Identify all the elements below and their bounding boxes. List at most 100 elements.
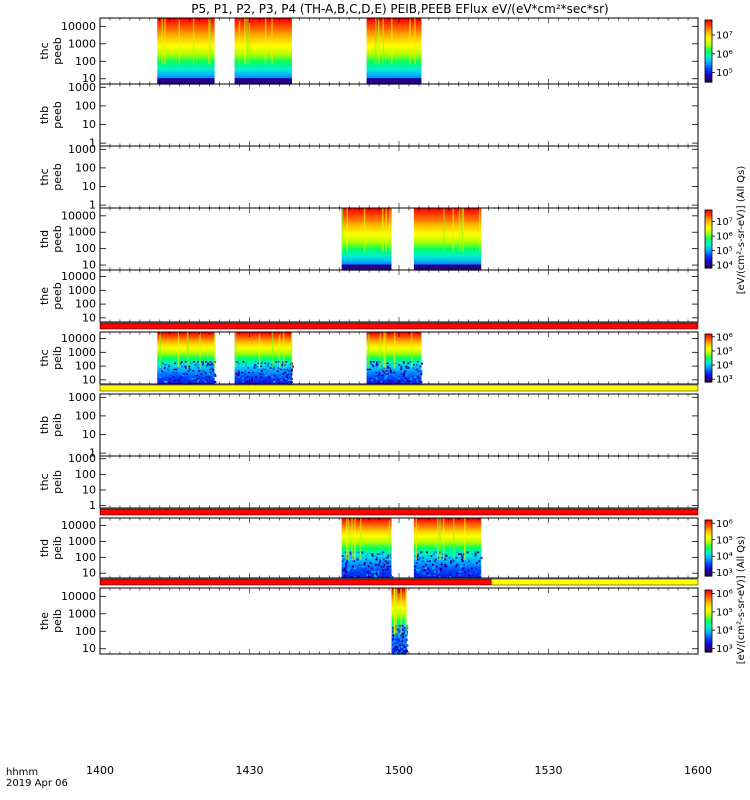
spectrum-speckle: [435, 551, 438, 554]
spectrum-band: [157, 354, 215, 357]
spectrum-speckle: [372, 365, 375, 368]
spectrum-speckle: [243, 373, 246, 376]
spectrum-band: [341, 231, 392, 235]
spectrum-band: [234, 362, 292, 365]
colorbar-segment: [705, 371, 712, 373]
spectrum-band: [341, 521, 392, 524]
spectrum-band: [157, 18, 215, 21]
spectrum-speckle: [180, 362, 182, 365]
spectrum-speckle: [386, 379, 389, 382]
spectrum-speckle: [405, 624, 408, 628]
spectrum-speckle: [202, 361, 204, 364]
spectrum-speckle: [388, 377, 391, 380]
spectrum-speckle: [237, 374, 240, 377]
spectrum-speckle: [277, 367, 280, 370]
spectrum-speckle: [286, 368, 289, 371]
colorbar-tick-label: 10⁷: [716, 217, 733, 228]
species-label: peib: [51, 470, 64, 494]
spectrum-speckle: [200, 373, 203, 376]
colorbar-segment: [705, 548, 712, 550]
spectrum-speckle: [376, 569, 379, 572]
spectrum-speckle: [373, 379, 376, 382]
spectrum-speckle: [474, 553, 477, 556]
spectrum-speckle: [387, 368, 390, 371]
spectrum-speckle: [389, 370, 392, 373]
spectrum-band: [157, 76, 215, 79]
spectrum-band: [413, 255, 482, 258]
spectrum-speckle: [405, 638, 408, 641]
spectrum-speckle: [288, 374, 291, 377]
spectrum-speckle: [461, 555, 464, 558]
colorbar-segment: [705, 611, 712, 614]
spectrum-speckle: [382, 380, 385, 383]
colorbar-segment: [705, 644, 712, 647]
spectrum-band: [157, 72, 215, 75]
data-segment: [413, 208, 482, 271]
panel-thb-peeb: 1 10 100 1000 thb peeb: [38, 81, 699, 150]
colorbar-segment: [705, 227, 712, 230]
spectrum-speckle: [384, 574, 387, 577]
spectrum-speckle: [369, 562, 372, 565]
spectrum-speckle: [408, 376, 411, 379]
spectrum-band: [157, 41, 215, 44]
colorbar-segment: [705, 72, 712, 75]
spectrum-speckle: [414, 572, 416, 576]
spectrum-band: [234, 25, 292, 29]
spectrum-speckle: [392, 634, 394, 638]
spectrum-band: [413, 220, 482, 224]
spectrum-speckle: [460, 565, 462, 568]
spectrum-speckle: [163, 367, 166, 370]
spectrum-speckle: [406, 365, 409, 368]
spectrum-speckle: [401, 634, 404, 638]
spectrum-speckle: [241, 371, 243, 374]
spectrum-band: [234, 356, 292, 359]
spectrum-speckle: [242, 361, 245, 364]
spectrum-band: [234, 341, 292, 344]
colorbar-segment: [705, 563, 712, 566]
spectrum-band: [413, 521, 482, 524]
spectrum-speckle: [214, 374, 217, 377]
spectrum-speckle: [267, 368, 270, 371]
colorbar-segment: [705, 362, 712, 365]
spectrum-speckle: [445, 555, 448, 558]
spectrum-speckle: [342, 572, 345, 576]
colorbar-segment: [705, 564, 712, 567]
spectrum-speckle: [457, 553, 460, 556]
spectrum-speckle: [369, 574, 372, 577]
y-tick-label: 100: [75, 161, 96, 174]
probe-label: the: [38, 612, 51, 630]
spectrum-band: [341, 539, 392, 542]
spectrum-speckle: [168, 377, 171, 380]
spectrum-band: [341, 518, 392, 521]
colorbar-segment: [705, 524, 712, 527]
spectrum-band: [413, 574, 482, 577]
spectrum-band: [341, 528, 392, 531]
spectrum-band: [157, 359, 215, 362]
spectrum-speckle: [435, 562, 438, 565]
spectrum-band: [366, 37, 422, 40]
spectrum-speckle: [401, 644, 404, 647]
data-segment: [341, 518, 394, 579]
spectrum-speckle: [272, 367, 275, 370]
spectrum-speckle: [172, 371, 175, 374]
colorbar-segment: [705, 342, 712, 345]
colorbar-segment: [705, 334, 712, 336]
spectrum-band: [366, 58, 422, 62]
colorbar-segment: [705, 374, 712, 377]
colorbar-segment: [705, 622, 712, 625]
spectrum-streak: [415, 518, 417, 560]
spectrum-speckle: [421, 362, 424, 365]
spectrum-band: [391, 642, 407, 645]
spectrum-speckle: [202, 379, 205, 382]
y-tick-label: 100: [75, 55, 96, 68]
colorbar-segment: [705, 354, 712, 357]
colorbar-tick-label: 10⁶: [716, 332, 733, 343]
spectrum-band: [341, 218, 392, 222]
spectrum-speckle: [398, 646, 401, 649]
spectrum-band: [157, 45, 215, 48]
spectrum-speckle: [211, 373, 214, 376]
colorbar-segment: [705, 552, 712, 555]
spectrum-speckle: [387, 574, 390, 577]
spectrum-speckle: [413, 368, 416, 371]
